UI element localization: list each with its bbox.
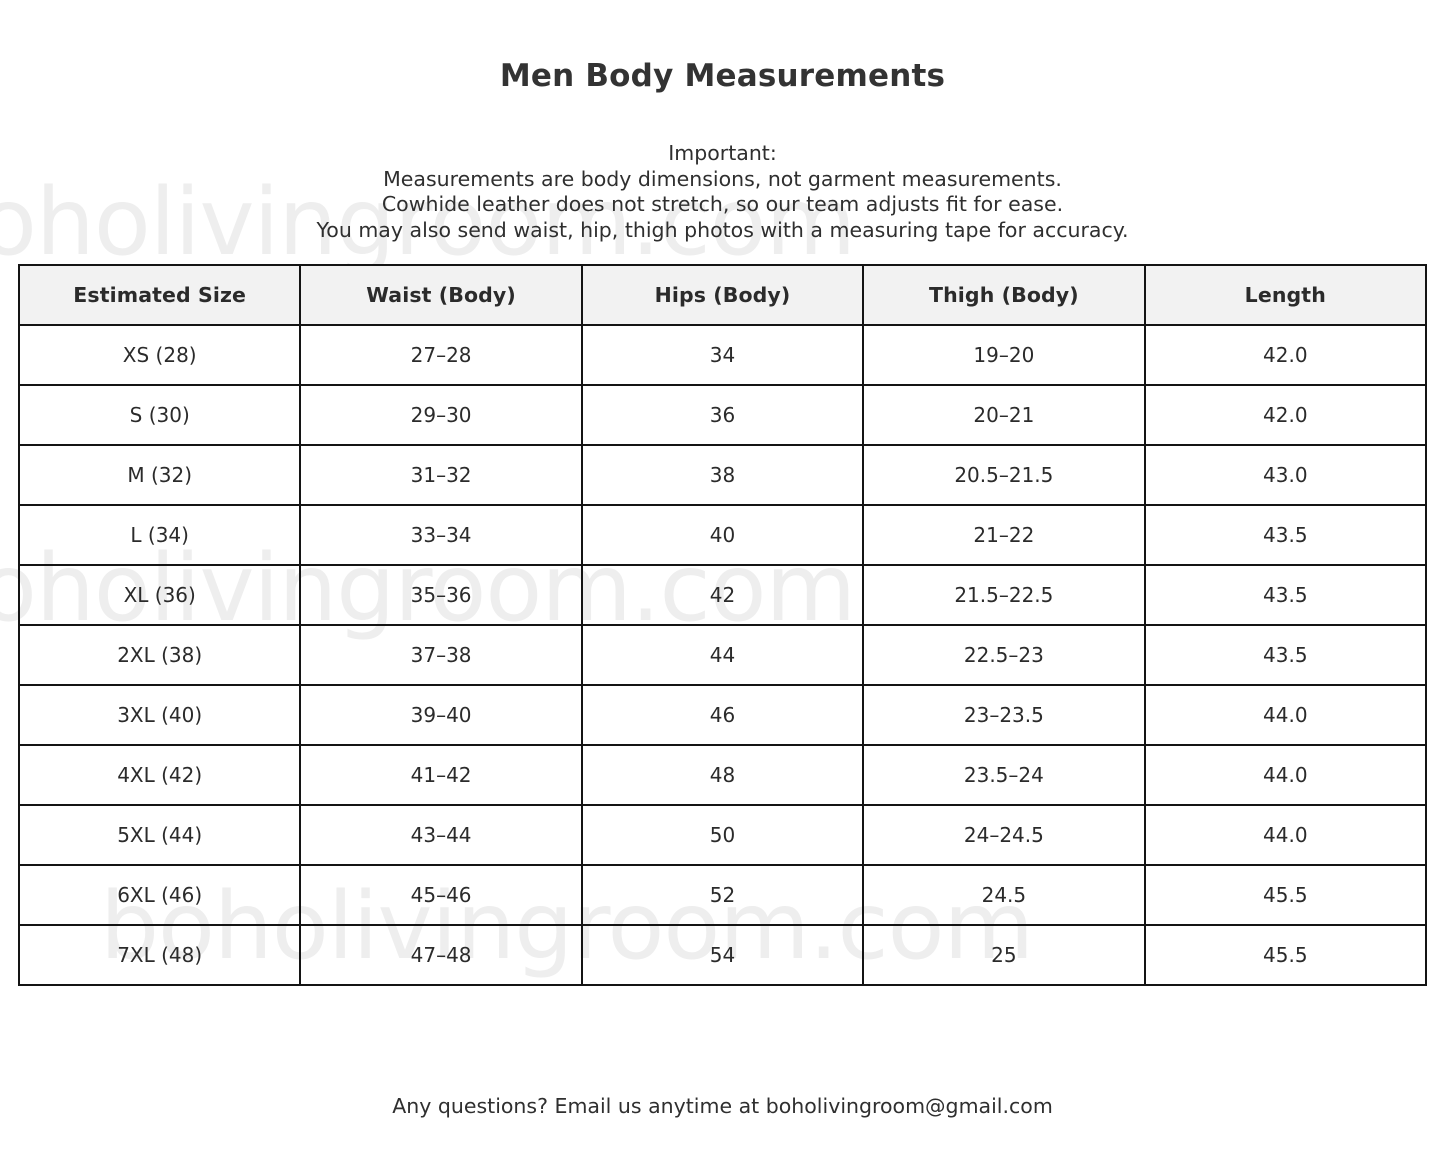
table-row: 2XL (38) 37–38 44 22.5–23 43.5 [17,624,1428,686]
table-cell: 23.5–24 [862,744,1146,806]
table-cell: 19–20 [862,324,1146,386]
table-cell: 45.5 [1143,924,1428,986]
table-row: S (30) 29–30 36 20–21 42.0 [17,384,1428,446]
table-cell: 42.0 [1143,384,1428,446]
table-cell: 44.0 [1143,744,1428,806]
table-cell: 43.5 [1143,564,1428,626]
table-cell: 42.0 [1143,324,1428,386]
cell-estimated-size: XL (36) [17,564,302,626]
important-note-line: Cowhide leather does not stretch, so our… [381,192,1064,216]
table-row: 4XL (42) 41–42 48 23.5–24 44.0 [17,744,1428,806]
footer-contact-note: Any questions? Email us anytime at bohol… [392,1094,1053,1118]
cell-estimated-size: 2XL (38) [17,624,302,686]
table-cell: 25 [862,924,1146,986]
table-cell: 48 [580,744,865,806]
table-cell: 33–34 [299,504,583,566]
table-row: M (32) 31–32 38 20.5–21.5 43.0 [17,444,1428,506]
table-row: L (34) 33–34 40 21–22 43.5 [17,504,1428,566]
table-cell: 47–48 [299,924,583,986]
table-cell: 45.5 [1143,864,1428,926]
table-cell: 52 [580,864,865,926]
cell-estimated-size: 4XL (42) [17,744,302,806]
table-cell: 24–24.5 [862,804,1146,866]
table-cell: 43.5 [1143,624,1428,686]
table-row: XL (36) 35–36 42 21.5–22.5 43.5 [17,564,1428,626]
table-cell: 21.5–22.5 [862,564,1146,626]
cell-estimated-size: S (30) [17,384,302,446]
table-cell: 36 [580,384,865,446]
table-cell: 41–42 [299,744,583,806]
table-cell: 24.5 [862,864,1146,926]
size-table-container: Estimated Size Waist (Body) Hips (Body) … [0,264,1445,986]
table-cell: 46 [580,684,865,746]
cell-estimated-size: XS (28) [17,324,302,386]
column-header-waist: Waist (Body) [299,264,583,326]
table-cell: 44 [580,624,865,686]
table-cell: 45–46 [299,864,583,926]
table-cell: 43.0 [1143,444,1428,506]
table-cell: 50 [580,804,865,866]
table-body: XS (28) 27–28 34 19–20 42.0 S (30) 29–30 36 20–2… [17,324,1428,986]
table-cell: 20–21 [862,384,1146,446]
table-cell: 54 [580,924,865,986]
table-cell: 39–40 [299,684,583,746]
cell-estimated-size: 3XL (40) [17,684,302,746]
cell-estimated-size: 6XL (46) [17,864,302,926]
important-note-heading: Important: [668,141,777,165]
table-cell: 35–36 [299,564,583,626]
table-cell: 21–22 [862,504,1146,566]
table-cell: 22.5–23 [862,624,1146,686]
column-header-estimated-size: Estimated Size [17,264,302,326]
column-header-hips: Hips (Body) [580,264,865,326]
table-cell: 44.0 [1143,804,1428,866]
column-header-length: Length [1143,264,1428,326]
cell-estimated-size: 7XL (48) [17,924,302,986]
table-cell: 40 [580,504,865,566]
cell-estimated-size: L (34) [17,504,302,566]
important-note-line: You may also send waist, hip, thigh phot… [316,217,1129,242]
important-note-line: Measurements are body dimensions, not ga… [383,166,1062,191]
table-header-row: Estimated Size Waist (Body) Hips (Body) … [17,264,1428,326]
size-chart-table: Estimated Size Waist (Body) Hips (Body) … [17,264,1428,986]
table-row: 7XL (48) 47–48 54 25 45.5 [17,924,1428,986]
table-cell: 29–30 [299,384,583,446]
table-row: XS (28) 27–28 34 19–20 42.0 [17,324,1428,386]
table-header: Estimated Size Waist (Body) Hips (Body) … [17,264,1428,326]
table-row: 3XL (40) 39–40 46 23–23.5 44.0 [17,684,1428,746]
table-cell: 27–28 [299,324,583,386]
table-cell: 34 [580,324,865,386]
column-header-thigh: Thigh (Body) [862,264,1146,326]
table-row: 5XL (44) 43–44 50 24–24.5 44.0 [17,804,1428,866]
table-cell: 37–38 [299,624,583,686]
table-cell: 43–44 [299,804,583,866]
table-cell: 23–23.5 [862,684,1146,746]
page-title: Men Body Measurements [499,58,946,94]
table-cell: 42 [580,564,865,626]
table-cell: 38 [580,444,865,506]
cell-estimated-size: M (32) [17,444,302,506]
table-row: 6XL (46) 45–46 52 24.5 45.5 [17,864,1428,926]
table-cell: 20.5–21.5 [862,444,1146,506]
important-note: Important: Measurements are body dimensi… [0,94,1445,243]
table-cell: 43.5 [1143,504,1428,566]
cell-estimated-size: 5XL (44) [17,804,302,866]
table-cell: 31–32 [299,444,583,506]
size-chart-page: Men Body Measurements Important: Measure… [0,58,1445,1118]
table-cell: 44.0 [1143,684,1428,746]
